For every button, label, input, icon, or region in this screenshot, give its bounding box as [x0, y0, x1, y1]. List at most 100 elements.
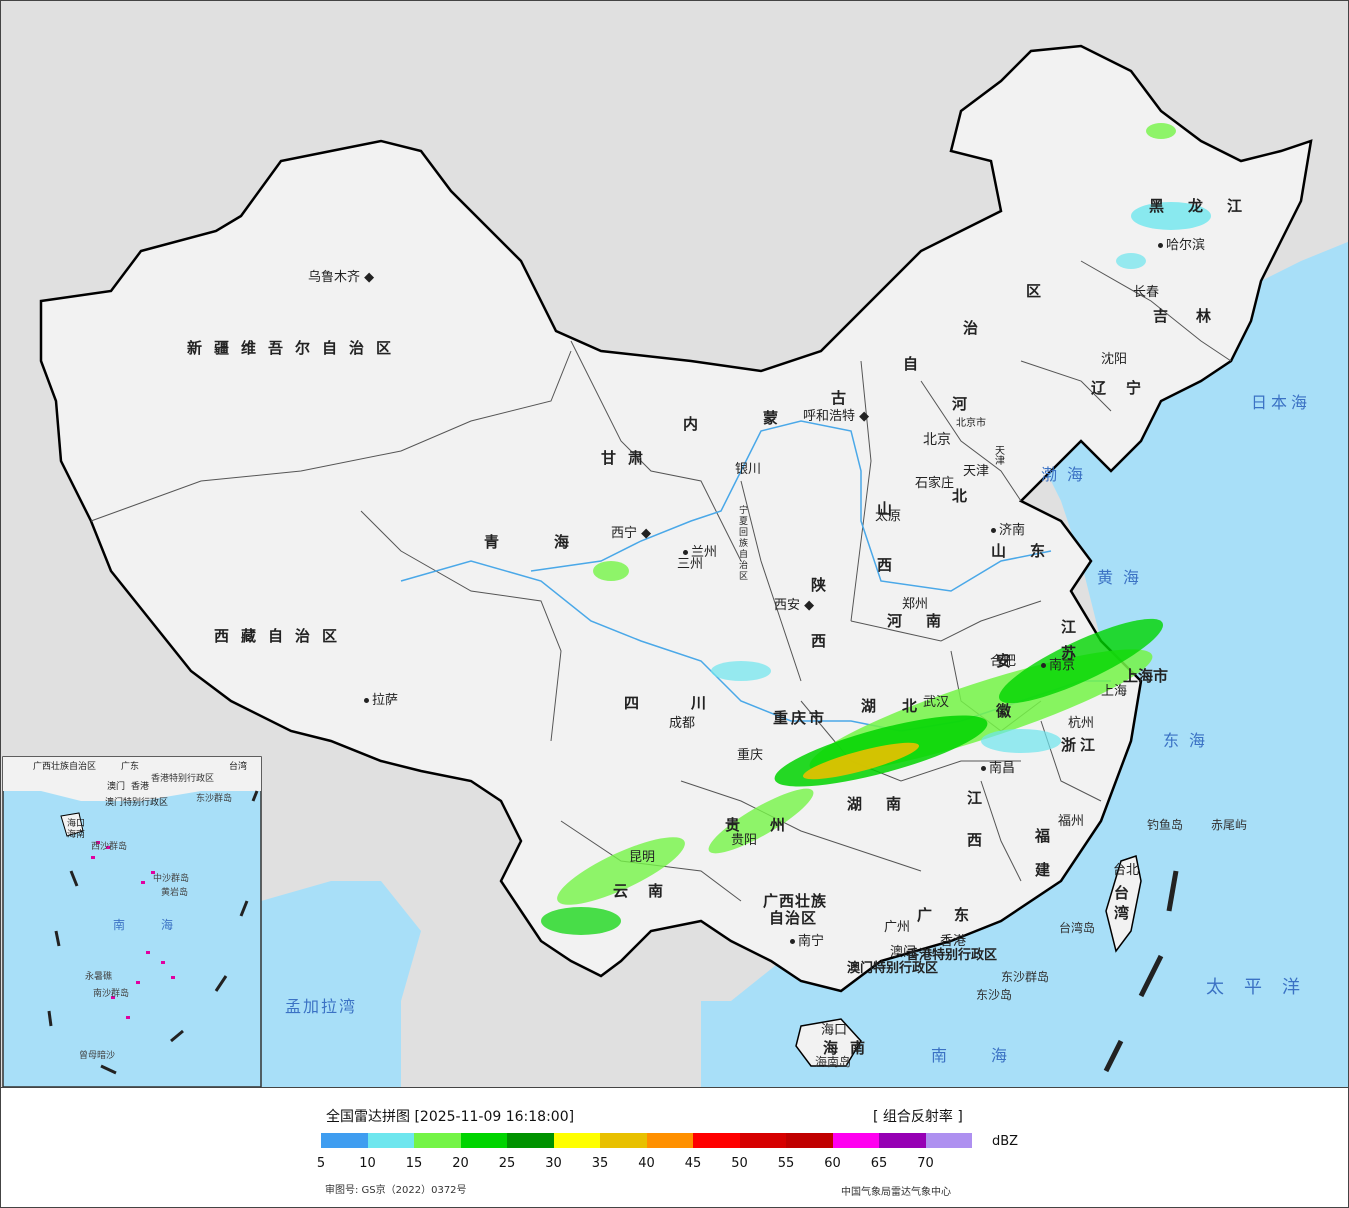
city-changchun: 长春 — [1133, 285, 1160, 300]
china-radar-map: 新疆维吾尔自治区 西藏自治区 青海 甘肃 内 蒙 古 自 治 区 黑龙江 吉林 … — [0, 0, 1349, 1088]
province-ningxia: 宁夏回族自治区 — [739, 506, 749, 582]
province-guangdong: 广东 — [917, 906, 992, 924]
province-hainan: 海南 — [823, 1039, 878, 1057]
city-chengdu: 成都 — [669, 716, 696, 731]
island-hainan: 海南岛 — [815, 1055, 852, 1069]
color-scale-tick: 45 — [684, 1156, 702, 1171]
inset-label-dongsha: 东沙群岛 — [196, 794, 233, 804]
city-haikou: 海口 — [821, 1023, 848, 1038]
province-guizhou: 贵州 — [725, 816, 816, 834]
inset-label-guangdong: 广东 — [121, 762, 140, 772]
province-gansu-city: 三州 — [677, 557, 704, 572]
city-taibei: 台北 — [1113, 863, 1140, 878]
inset-dashes — [47, 790, 259, 1075]
city-hk: 香港 — [940, 934, 967, 949]
province-neimenggu-6: 区 — [1026, 282, 1054, 300]
province-xizang: 西藏自治区 — [214, 627, 350, 645]
city-fuzhou: 福州 — [1058, 814, 1085, 829]
inset-label-hk: 香港 — [131, 782, 150, 792]
sea-south: 南海 — [931, 1046, 1052, 1065]
inset-label-nansha: 南沙群岛 — [93, 989, 130, 999]
color-swatch — [507, 1133, 554, 1148]
city-huhehaote: 呼和浩特 ◆ — [803, 409, 870, 424]
color-scale-tick: 15 — [405, 1156, 423, 1171]
legend-title: 全国雷达拼图 [2025-11-09 16:18:00] — [326, 1109, 575, 1125]
radar-echoes — [541, 123, 1211, 935]
province-jiangxi: 江西 — [967, 789, 983, 849]
city-kunming: 昆明 — [629, 850, 656, 865]
inset-label-taiwan: 台湾 — [229, 762, 248, 772]
province-sichuan: 四川 — [624, 694, 759, 712]
legend-panel: 全国雷达拼图 [2025-11-09 16:18:00] [ 组合反射率 ] 5… — [0, 1088, 1349, 1208]
city-shanghai: 上海 — [1101, 684, 1128, 699]
color-swatch — [646, 1133, 693, 1148]
city-shijiazhuang: 石家庄 — [915, 476, 955, 491]
color-scale-tick: 25 — [498, 1156, 516, 1171]
pacific-ocean-area — [701, 241, 1348, 1087]
color-scale-tick: 65 — [870, 1156, 888, 1171]
province-hubei: 湖北 — [861, 697, 944, 715]
inset-hainan — [60, 812, 84, 837]
inset-label-huangyan: 黄岩岛 — [161, 888, 189, 898]
province-liaoning: 辽宁 — [1091, 379, 1162, 397]
inset-label-xisha: 西沙群岛 — [91, 842, 128, 852]
south-china-sea-inset — [2, 756, 262, 1087]
color-scale-tick: 55 — [777, 1156, 795, 1171]
sea-east: 东海 — [1163, 731, 1216, 750]
color-scale-tick: 50 — [731, 1156, 748, 1171]
province-beijing: 北京 — [923, 432, 951, 448]
city-nanning: 南宁 — [790, 935, 824, 948]
province-heilongjiang: 黑龙江 — [1149, 197, 1267, 215]
province-neimenggu-3: 古 — [831, 389, 859, 407]
island-diaoyu: 钓鱼岛 — [1147, 818, 1184, 832]
inset-label-hainan: 海南 — [67, 830, 86, 840]
color-swatch — [414, 1133, 461, 1148]
inset-label-macao-sar: 澳门特别行政区 — [105, 798, 169, 808]
bengal-bay-area — [261, 881, 421, 1087]
island-dongsha2: 东沙岛 — [976, 988, 1013, 1002]
island-taiwan: 台湾岛 — [1059, 921, 1096, 935]
province-henan: 河南 — [887, 612, 966, 630]
color-scale-tick: 35 — [591, 1156, 609, 1171]
city-tianjin: 天津 — [963, 464, 990, 479]
province-shanghai: 上海市 — [1123, 667, 1169, 685]
province-fujian: 福建 — [1035, 827, 1051, 879]
province-gansu: 甘肃 — [601, 449, 656, 467]
city-urumqi: 乌鲁木齐 ◆ — [308, 270, 375, 285]
province-guangxi-2: 自治区 — [769, 909, 818, 927]
inset-label-zhongsha: 中沙群岛 — [153, 874, 190, 884]
sea-bengal: 孟加拉湾 — [285, 997, 358, 1016]
province-macao: 澳门特别行政区 — [847, 961, 939, 976]
color-swatch — [879, 1133, 926, 1148]
color-scale-tick: 30 — [545, 1156, 562, 1171]
island-chiwei: 赤尾屿 — [1211, 818, 1248, 832]
color-swatch — [786, 1133, 833, 1148]
province-taiwan: 台湾 — [1114, 884, 1130, 922]
province-zhejiang: 浙江 — [1061, 736, 1100, 754]
sea-bohai: 渤海 — [1041, 465, 1094, 484]
color-scale-tick: 20 — [452, 1156, 469, 1171]
gulf-area — [701, 1001, 781, 1087]
province-neimenggu-2: 蒙 — [763, 409, 791, 427]
city-nanchang: 南昌 — [981, 762, 1015, 775]
map-canvas — [1, 1, 1348, 1087]
inset-label-yongshu: 永暑礁 — [85, 972, 113, 982]
color-swatch — [460, 1133, 507, 1148]
province-chongqing: 重庆市 — [773, 709, 828, 727]
inset-label-zengmu: 曾母暗沙 — [79, 1051, 116, 1061]
city-taiyuan: 太原 — [875, 509, 902, 524]
maritime-boundary — [1103, 870, 1179, 1073]
inset-label-nan: 南 — [113, 918, 126, 932]
city-wuhan: 武汉 — [923, 695, 950, 710]
sea-japan: 日本海 — [1251, 393, 1312, 412]
inset-label-hai: 海 — [161, 918, 174, 932]
color-scale-tick: 40 — [638, 1156, 655, 1171]
legend-unit: dBZ — [992, 1134, 1019, 1149]
province-neimenggu-1: 内 — [683, 415, 711, 433]
province-beijing-city: 北京市 — [956, 418, 986, 429]
city-guiyang: 贵阳 — [731, 833, 758, 848]
province-tianjin: 天津 — [995, 446, 1005, 467]
city-macau: 澳门 — [890, 945, 917, 960]
color-swatch — [739, 1133, 786, 1148]
